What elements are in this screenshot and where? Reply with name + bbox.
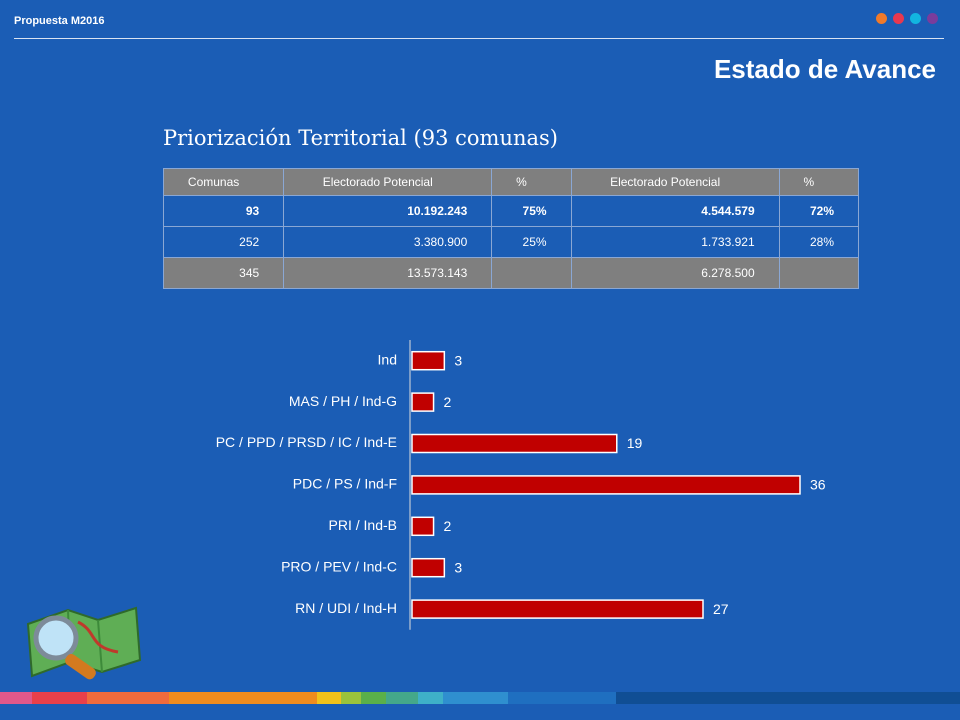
bar [411, 557, 446, 578]
bar [411, 350, 446, 371]
color-strip [0, 692, 960, 704]
bar-chart: Ind 3 MAS / PH / Ind-G 2 PC / PPD / PRSD / I… [216, 340, 826, 630]
category-label: PDC / PS / Ind-F [293, 476, 397, 492]
data-table: Comunas Electorado Potencial% Electorado P… [162, 168, 860, 289]
value-label: 3 [454, 559, 462, 575]
table-cell: 10.192.243 [283, 195, 493, 227]
subtitle: Priorización Territorial (93 comunas) [163, 126, 558, 150]
table-cell: 3.380.900 [283, 226, 493, 258]
table-cell: 345 [162, 257, 285, 289]
bar [411, 516, 435, 537]
value-label: 27 [713, 601, 729, 617]
bar [411, 475, 801, 495]
column-header: % [491, 168, 572, 196]
brand: Propuesta M2016 [14, 15, 105, 27]
category-label: PRO / PEV / Ind-C [281, 558, 397, 574]
value-label: 19 [627, 435, 643, 451]
table-cell: 6.278.500 [570, 257, 780, 289]
table-cell: 13.573.143 [283, 257, 493, 289]
category-label: Ind [378, 351, 397, 367]
table-cell: 25% [491, 226, 572, 258]
value-label: 2 [444, 518, 452, 534]
category-label: MAS / PH / Ind-G [289, 393, 397, 409]
table-cell [778, 257, 860, 289]
bar [411, 433, 618, 454]
table-cell: 4.544.579 [570, 195, 780, 227]
header-rule [14, 38, 944, 39]
dots [876, 13, 938, 24]
map-icon [26, 606, 142, 680]
table-cell: 252 [162, 226, 285, 258]
table-cell: 72% [778, 195, 860, 227]
table-cell: 28% [778, 226, 860, 258]
bar [411, 392, 435, 412]
column-header: Comunas [162, 168, 285, 196]
column-header: Electorado Potencial [570, 168, 780, 196]
table-row: 93 10.192.243 75% 4.544.579 72% [162, 195, 860, 227]
category-label: RN / UDI / Ind-H [295, 600, 397, 616]
column-header: Electorado Potencial [283, 168, 493, 196]
column-header: % [778, 168, 860, 196]
table-cell: 1.733.921 [570, 226, 780, 258]
category-label: PRI / Ind-B [329, 517, 397, 533]
table-cell: 93 [162, 195, 285, 227]
value-label: 3 [454, 352, 462, 368]
table-cell: 75% [491, 195, 572, 227]
category-label: PC / PPD / PRSD / IC / Ind-E [216, 434, 397, 450]
slide-title: Estado de Avance [713, 54, 936, 84]
value-label: 2 [444, 394, 452, 410]
bar [411, 599, 704, 619]
table-row: 252 3.380.900 25% 1.733.921 28% [162, 226, 860, 258]
table-row: 345 13.573.143 6.278.500 [162, 257, 860, 289]
value-label: 36 [810, 477, 826, 493]
table-cell [491, 257, 572, 289]
